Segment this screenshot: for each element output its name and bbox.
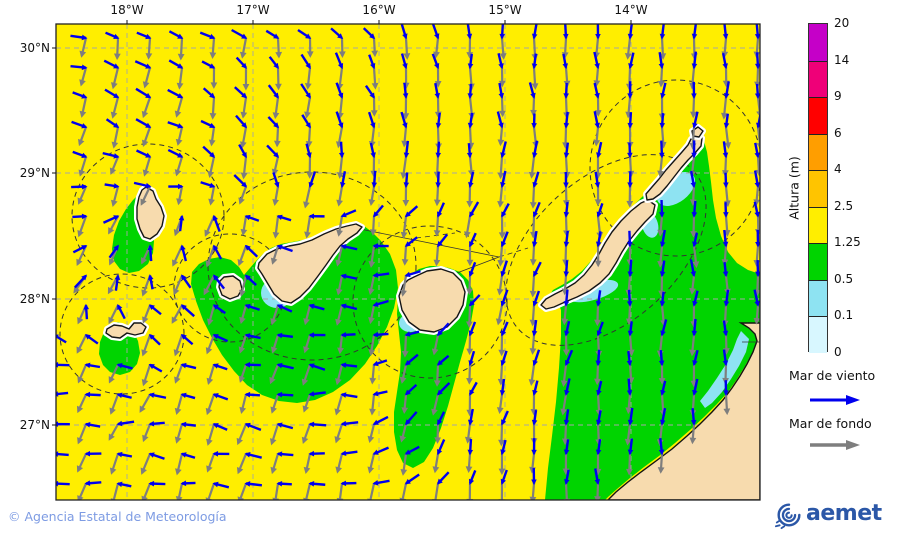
copyright-notice: © Agencia Estatal de Meteorología [8,509,227,524]
wind-sea-arrow-icon [810,395,860,405]
green-region-tenerife-gomera-wake [191,224,398,403]
colorbar-segment [809,170,827,207]
wave-height-colorbar [808,23,828,353]
zone-circle [59,273,185,395]
colorbar-value-label: 6 [834,125,842,140]
colorbar-segment [809,97,827,134]
colorbar-segment [809,24,827,61]
sea-layer [56,24,760,500]
colorbar-title: Altura (m) [786,155,802,220]
zone-circle [589,79,760,257]
cyan-patch-africa-coast-strip [700,331,749,408]
aemet-swirl-icon [774,503,801,530]
lat-tick-label: 30°N [19,41,50,55]
island-lanzarote [645,133,703,201]
lon-tick-label: 14°W [614,3,648,17]
african-coast [607,322,760,500]
lat-tick-label: 27°N [19,418,50,432]
axis-ticks [52,20,632,426]
lon-tick-label: 16°W [362,3,396,17]
colorbar-value-label: 4 [834,162,842,177]
zone-connector [359,228,500,258]
colorbar-value-label: 2.5 [834,198,854,213]
colorbar-value-label: 9 [834,89,842,104]
lat-tick-label: 29°N [19,166,50,180]
lat-tick-label: 28°N [19,292,50,306]
colorbar-segment [809,243,827,280]
colorbar-segment [809,133,827,171]
colorbar-value-label: 1.25 [834,235,861,250]
zone-connector [415,232,456,239]
zone-circle [505,154,707,346]
wind-sea-arrows [56,24,760,489]
colorbar-value-label: 0 [834,345,842,359]
colorbar-value-label: 0.1 [834,308,854,323]
wind-sea-legend-label: Mar de viento [789,368,876,383]
aemet-logo-text: aemet [806,501,882,526]
island-fuerteventura [540,199,656,310]
swell-arrow-icon [810,440,860,450]
coastal-zone-boundaries [59,79,760,395]
lon-tick-label: 18°W [110,3,144,17]
lon-tick-label: 17°W [236,3,270,17]
islands [103,124,706,341]
swell-legend-label: Mar de fondo [789,416,872,431]
colorbar-value-label: 0.5 [834,271,854,286]
map-border [55,23,761,501]
colorbar-value-label: 20 [834,16,850,30]
island-el-hierro [105,322,147,339]
colorbar-segment [809,279,827,317]
colorbar-segment [809,60,827,98]
zone-circle [352,225,508,379]
lon-tick-label: 15°W [488,3,522,17]
colorbar-segment [809,316,827,353]
island-gran-canaria [398,268,466,333]
swell-arrows [56,37,760,500]
colorbar-segment [809,206,827,244]
island-tenerife [257,223,363,304]
colorbar-value-label: 14 [834,52,850,67]
